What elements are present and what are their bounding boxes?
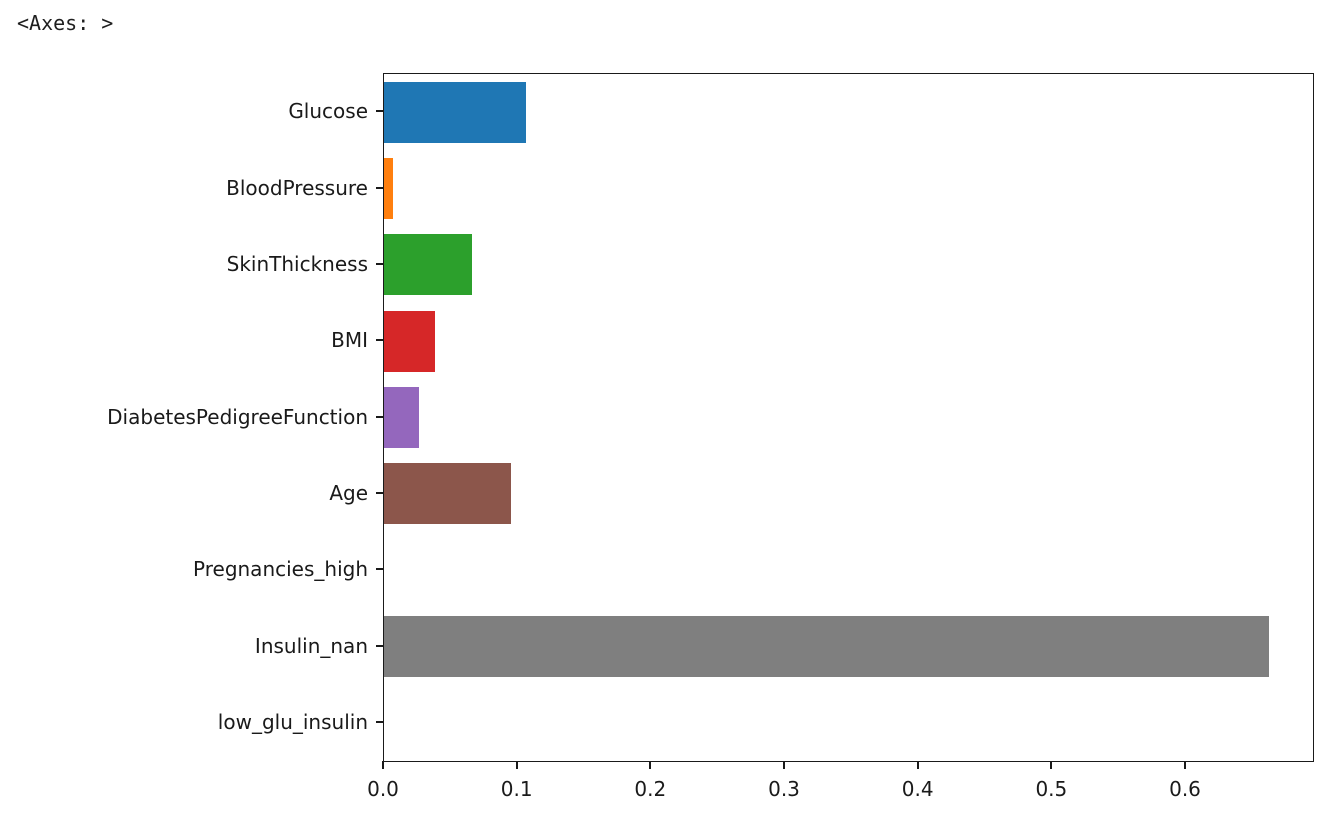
y-tick-label-bmi: BMI bbox=[331, 328, 368, 353]
bar-skinthickness bbox=[384, 234, 472, 296]
y-tick-label-pregnancies-high: Pregnancies_high bbox=[193, 557, 368, 582]
x-tick-label-0.5: 0.5 bbox=[1035, 777, 1068, 801]
y-tick-mark bbox=[376, 110, 384, 113]
x-tick-mark bbox=[1184, 761, 1186, 769]
bar-insulin-nan bbox=[384, 616, 1269, 677]
x-tick-mark bbox=[916, 761, 919, 769]
y-tick-label-diabetespedigreefunction: DiabetesPedigreeFunction bbox=[107, 404, 368, 429]
plot-area bbox=[383, 73, 1314, 762]
y-tick-mark bbox=[376, 644, 384, 647]
y-tick-mark bbox=[376, 339, 384, 342]
x-tick-label-0.1: 0.1 bbox=[500, 777, 533, 801]
y-tick-mark bbox=[376, 415, 384, 418]
y-tick-label-low-glu-insulin: low_glu_insulin bbox=[217, 709, 368, 734]
y-tick-mark bbox=[376, 262, 384, 265]
y-tick-label-glucose: Glucose bbox=[288, 99, 368, 124]
x-tick-mark bbox=[783, 761, 785, 769]
y-tick-mark bbox=[376, 186, 384, 189]
x-tick-mark bbox=[382, 761, 384, 769]
x-tick-mark bbox=[649, 761, 652, 769]
y-tick-label-skinthickness: SkinThickness bbox=[226, 251, 368, 276]
bar-bmi bbox=[384, 310, 435, 372]
y-tick-mark bbox=[376, 720, 384, 723]
y-tick-label-age: Age bbox=[329, 480, 368, 505]
bar-bloodpressure bbox=[384, 158, 393, 219]
bar-age bbox=[384, 463, 511, 525]
x-tick-label-0.0: 0.0 bbox=[367, 777, 399, 801]
bar-glucose bbox=[384, 81, 526, 143]
x-tick-label-0.2: 0.2 bbox=[634, 777, 667, 801]
x-tick-label-0.3: 0.3 bbox=[768, 777, 800, 801]
x-tick-label-0.4: 0.4 bbox=[901, 777, 934, 801]
y-tick-label-bloodpressure: BloodPressure bbox=[226, 175, 368, 200]
x-tick-mark bbox=[515, 761, 518, 769]
y-tick-mark bbox=[376, 568, 384, 571]
bar-diabetespedigreefunction bbox=[384, 387, 419, 448]
y-tick-label-insulin-nan: Insulin_nan bbox=[254, 633, 368, 658]
axes-repr-text: <Axes: > bbox=[17, 11, 114, 35]
x-tick-mark bbox=[1050, 761, 1053, 769]
y-tick-mark bbox=[376, 491, 384, 494]
x-tick-label-0.6: 0.6 bbox=[1169, 777, 1201, 801]
